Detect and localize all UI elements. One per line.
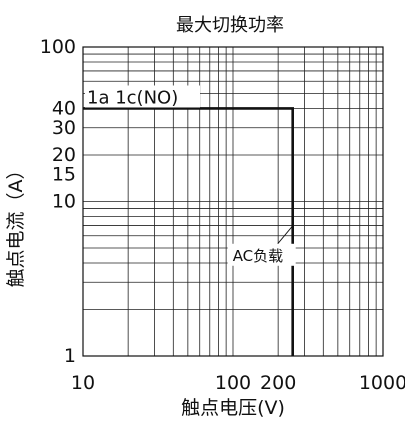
- annotation-ac-load-background: [227, 243, 296, 266]
- annotation-ac-load: AC负载: [233, 247, 283, 265]
- x-tick-label-1000: 1000: [359, 372, 405, 394]
- annotation-ac-load-leader: [277, 225, 294, 245]
- annotation-layer: 1a 1c(NO) AC负载: [85, 85, 296, 266]
- y-tick-label-10: 10: [52, 191, 76, 213]
- y-tick-label-1: 1: [64, 345, 76, 367]
- annotation-1a-1c-background: [85, 85, 200, 108]
- series-0-line: [83, 107, 294, 356]
- x-tick-label-10: 10: [71, 372, 95, 394]
- y-tick-label-15: 15: [52, 163, 76, 185]
- plot-frame: [82, 46, 384, 357]
- x-tick-label-100: 100: [215, 372, 251, 394]
- y-tick-label-40: 40: [52, 97, 76, 119]
- x-axis-label: 触点电压(V): [181, 397, 285, 419]
- x-axis-ticks: 10 100 200 1000: [71, 372, 405, 394]
- y-tick-label-20: 20: [52, 144, 76, 166]
- y-tick-label-30: 30: [52, 117, 76, 139]
- chart-title: 最大切换功率: [176, 15, 284, 36]
- series-layer: [83, 107, 294, 356]
- x-tick-label-200: 200: [260, 372, 296, 394]
- annotation-1a-1c-no: 1a 1c(NO): [87, 87, 178, 108]
- y-tick-label-100: 100: [40, 36, 76, 58]
- y-axis-label: 触点电流（A）: [5, 161, 27, 288]
